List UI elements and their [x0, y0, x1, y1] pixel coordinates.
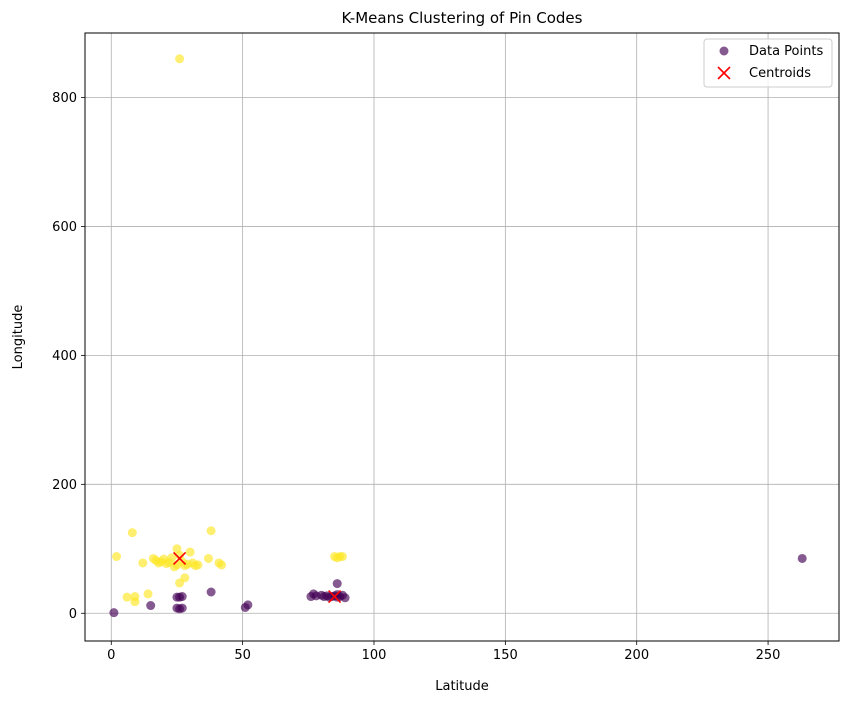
data-points	[109, 54, 807, 618]
data-point	[143, 589, 153, 599]
plot-background	[85, 33, 839, 641]
legend-box	[703, 38, 833, 88]
data-point	[180, 573, 190, 583]
chart-title: K-Means Clustering of Pin Codes	[342, 9, 583, 27]
data-point	[206, 587, 216, 597]
data-point	[167, 553, 177, 563]
data-point	[797, 553, 807, 563]
y-tick-label: 800	[52, 91, 77, 106]
x-tick-label: 150	[493, 648, 518, 663]
grid-lines	[85, 33, 839, 641]
data-point	[332, 579, 342, 589]
legend-marker-centroids	[717, 66, 731, 80]
data-point	[146, 601, 156, 611]
centroid-marker	[173, 551, 187, 566]
legend: Data Points Centroids	[703, 38, 833, 88]
centroid-markers	[173, 551, 342, 604]
centroid-marker	[328, 589, 342, 604]
legend-marker-data-points	[719, 46, 729, 56]
data-point	[193, 560, 203, 570]
x-tick-label: 50	[234, 648, 251, 663]
legend-label-centroids: Centroids	[749, 66, 811, 81]
data-point	[177, 592, 187, 602]
data-point	[109, 608, 119, 618]
data-point	[130, 597, 140, 607]
y-tick-label: 200	[52, 478, 77, 493]
data-point	[340, 593, 350, 603]
data-point	[217, 560, 227, 570]
data-point	[243, 600, 253, 610]
legend-label-data-points: Data Points	[749, 44, 823, 59]
data-point	[203, 553, 213, 563]
y-tick-label: 400	[52, 349, 77, 364]
data-point	[177, 603, 187, 613]
data-point	[112, 552, 122, 562]
data-point	[127, 528, 137, 538]
x-axis-title: Latitude	[435, 679, 489, 694]
x-tick-label: 200	[624, 648, 649, 663]
y-tick-label: 600	[52, 220, 77, 235]
centroid-stroke	[173, 551, 187, 566]
plot-frame	[84, 32, 840, 642]
data-point	[122, 592, 132, 602]
data-point	[138, 558, 148, 568]
data-point	[175, 54, 185, 64]
x-tick-label: 0	[107, 648, 115, 663]
y-tick-label: 0	[69, 607, 77, 622]
data-point	[206, 526, 216, 536]
data-point	[337, 552, 347, 562]
x-tick-label: 100	[362, 648, 387, 663]
centroid-stroke	[328, 589, 342, 604]
x-tick-label: 250	[756, 648, 781, 663]
data-point	[185, 547, 195, 557]
x-axis-ticks: 0 50 100 150 200 250	[107, 641, 780, 663]
y-axis-ticks: 0 200 400 600 800	[52, 91, 85, 622]
y-axis-title: Longitude	[11, 305, 26, 370]
